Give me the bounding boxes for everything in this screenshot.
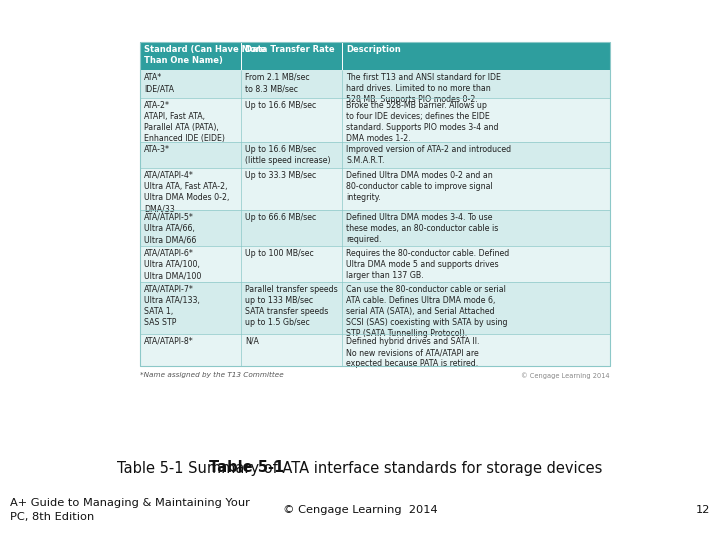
Text: Defined hybrid drives and SATA II.
No new revisions of ATA/ATAPI are
expected be: Defined hybrid drives and SATA II. No ne… [346, 337, 480, 368]
Bar [140, 42, 610, 70]
Text: ATA/ATAPI-7*
Ultra ATA/133,
SATA 1,
SAS STP: ATA/ATAPI-7* Ultra ATA/133, SATA 1, SAS … [144, 285, 200, 327]
Text: ATA/ATAPI-5*
Ultra ATA/66,
Ultra DMA/66: ATA/ATAPI-5* Ultra ATA/66, Ultra DMA/66 [144, 213, 197, 244]
Bar [140, 70, 610, 98]
Text: A+ Guide to Managing & Maintaining Your
PC, 8th Edition: A+ Guide to Managing & Maintaining Your … [10, 498, 250, 522]
Text: © Cengage Learning  2014: © Cengage Learning 2014 [283, 505, 437, 515]
Text: ATA*
IDE/ATA: ATA* IDE/ATA [144, 73, 174, 93]
Text: ATA-2*
ATAPI, Fast ATA,
Parallel ATA (PATA),
Enhanced IDE (EIDE): ATA-2* ATAPI, Fast ATA, Parallel ATA (PA… [144, 101, 225, 143]
Text: ATA-3*: ATA-3* [144, 145, 170, 154]
Bar [140, 210, 610, 246]
Text: Requires the 80-conductor cable. Defined
Ultra DMA mode 5 and supports drives
la: Requires the 80-conductor cable. Defined… [346, 249, 509, 280]
Text: Defined Ultra DMA modes 3-4. To use
these modes, an 80-conductor cable is
requir: Defined Ultra DMA modes 3-4. To use thes… [346, 213, 498, 244]
Text: Description: Description [346, 45, 401, 54]
Bar [140, 142, 610, 168]
Text: Parallel transfer speeds
up to 133 MB/sec
SATA transfer speeds
up to 1.5 Gb/sec: Parallel transfer speeds up to 133 MB/se… [245, 285, 338, 327]
Text: Up to 33.3 MB/sec: Up to 33.3 MB/sec [245, 171, 316, 180]
Text: Standard (Can Have More
Than One Name): Standard (Can Have More Than One Name) [144, 45, 266, 65]
Text: Up to 100 MB/sec: Up to 100 MB/sec [245, 249, 314, 258]
Text: Up to 16.6 MB/sec
(little speed increase): Up to 16.6 MB/sec (little speed increase… [245, 145, 330, 165]
Text: Can use the 80-conductor cable or serial
ATA cable. Defines Ultra DMA mode 6,
se: Can use the 80-conductor cable or serial… [346, 285, 508, 339]
Text: Data Transfer Rate: Data Transfer Rate [245, 45, 335, 54]
Text: Up to 66.6 MB/sec: Up to 66.6 MB/sec [245, 213, 316, 222]
Text: Broke the 528-MB barrier. Allows up
to four IDE devices; defines the EIDE
standa: Broke the 528-MB barrier. Allows up to f… [346, 101, 498, 143]
Text: The first T13 and ANSI standard for IDE
hard drives. Limited to no more than
528: The first T13 and ANSI standard for IDE … [346, 73, 501, 104]
Text: Table 5-1 Summary of ATA interface standards for storage devices: Table 5-1 Summary of ATA interface stand… [117, 461, 603, 476]
Text: ATA/ATAPI-4*
Ultra ATA, Fast ATA-2,
Ultra DMA Modes 0-2,
DMA/33: ATA/ATAPI-4* Ultra ATA, Fast ATA-2, Ultr… [144, 171, 230, 213]
Text: From 2.1 MB/sec
to 8.3 MB/sec: From 2.1 MB/sec to 8.3 MB/sec [245, 73, 310, 93]
Text: Improved version of ATA-2 and introduced
S.M.A.R.T.: Improved version of ATA-2 and introduced… [346, 145, 511, 165]
Text: *Name assigned by the T13 Committee: *Name assigned by the T13 Committee [140, 372, 284, 378]
Bar [140, 168, 610, 210]
Bar [140, 246, 610, 282]
Bar [140, 334, 610, 366]
Bar [140, 98, 610, 142]
Bar [140, 282, 610, 334]
Text: N/A: N/A [245, 337, 259, 346]
Text: © Cengage Learning 2014: © Cengage Learning 2014 [521, 372, 610, 379]
Text: ATA/ATAPI-8*: ATA/ATAPI-8* [144, 337, 194, 346]
Bar [140, 42, 610, 366]
Text: ATA/ATAPI-6*
Ultra ATA/100,
Ultra DMA/100: ATA/ATAPI-6* Ultra ATA/100, Ultra DMA/10… [144, 249, 202, 280]
Text: Defined Ultra DMA modes 0-2 and an
80-conductor cable to improve signal
integrit: Defined Ultra DMA modes 0-2 and an 80-co… [346, 171, 493, 202]
Text: Up to 16.6 MB/sec: Up to 16.6 MB/sec [245, 101, 316, 110]
Text: 12: 12 [696, 505, 710, 515]
Text: Table 5-1 Summary of ATA interface standards for storage devices: Table 5-1 Summary of ATA interface stand… [117, 461, 603, 476]
Text: Table 5-1: Table 5-1 [209, 461, 284, 476]
